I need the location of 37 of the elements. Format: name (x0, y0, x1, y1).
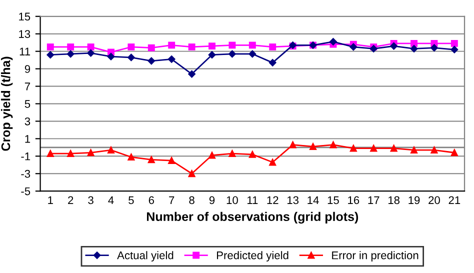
y-tick-label: -1 (21, 152, 30, 160)
legend-label: Error in prediction (332, 251, 418, 262)
x-tick-label: 12 (267, 196, 278, 204)
y-tick-label: 1 (25, 135, 30, 143)
x-tick-label: 1 (48, 196, 53, 204)
x-tick-label: 15 (328, 196, 339, 204)
x-tick-label: 20 (428, 196, 440, 204)
x-tick-label: 6 (148, 196, 154, 204)
x-tick-label: 10 (226, 196, 238, 204)
x-tick-label: 4 (108, 196, 114, 204)
y-tick-label: 9 (24, 65, 30, 73)
y-axis-title: Crop yield (t/ha) (1, 56, 13, 151)
x-tick-label: 9 (209, 196, 215, 204)
x-tick-label: 3 (88, 196, 94, 204)
legend-label: Predicted yield (217, 251, 288, 262)
x-tick-label: 2 (68, 196, 74, 204)
x-tick-label: 8 (189, 196, 194, 204)
x-tick-label: 11 (247, 196, 258, 204)
y-tick-label: 5 (24, 100, 30, 108)
x-tick-label: 13 (287, 196, 298, 204)
y-tick-label: 11 (20, 48, 30, 56)
legend-label: Actual yield (117, 251, 174, 262)
x-tick-label: 7 (169, 196, 174, 204)
x-tick-label: 21 (448, 196, 460, 204)
x-tick-label: 17 (368, 196, 380, 204)
y-tick-label: 15 (19, 12, 30, 21)
y-tick-label: -5 (21, 187, 30, 196)
x-tick-label: 5 (128, 196, 134, 204)
x-axis-title: Number of observations (grid plots) (146, 212, 358, 224)
y-tick-label: 7 (24, 82, 30, 90)
x-tick-label: 19 (408, 196, 420, 204)
y-tick-label: 3 (24, 117, 30, 126)
x-tick-label: 14 (308, 196, 319, 204)
y-tick-label: -3 (21, 170, 30, 178)
y-tick-label: 13 (19, 30, 30, 38)
x-tick-label: 16 (348, 196, 360, 204)
x-tick-label: 18 (388, 196, 400, 204)
